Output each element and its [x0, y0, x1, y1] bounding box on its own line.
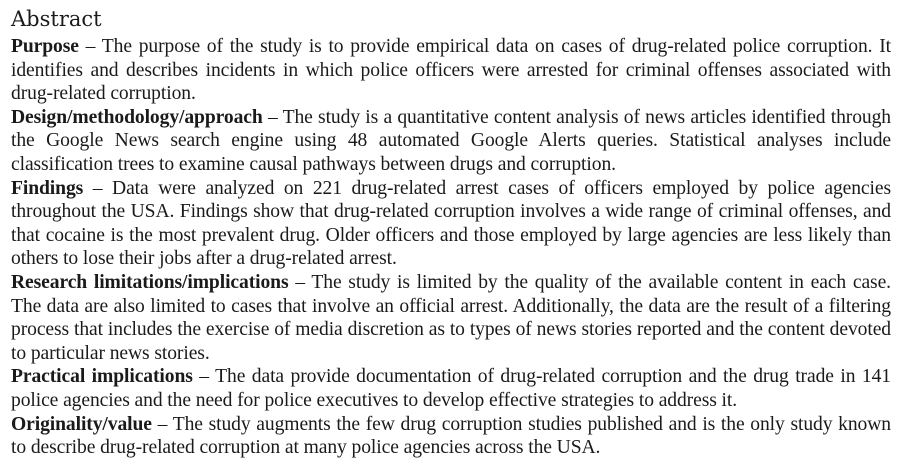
section-label: Originality/value	[11, 413, 152, 435]
section-label: Practical implications	[11, 366, 193, 388]
section-separator: –	[288, 271, 312, 293]
section-purpose: Purpose – The purpose of the study is to…	[11, 35, 891, 106]
section-separator: –	[78, 36, 102, 57]
section-separator: –	[83, 177, 113, 199]
abstract-heading: Abstract	[11, 7, 102, 31]
section-label: Design/methodology/approach	[11, 106, 263, 128]
section-text: The purpose of the study is to provide e…	[11, 36, 891, 105]
section-text: The data provide documentation of drug-r…	[11, 366, 891, 411]
abstract: Abstract Purpose – The purpose of the st…	[11, 4, 891, 460]
section-label: Research limitations/implications	[11, 271, 289, 293]
section-text: The study is limited by the quality of t…	[11, 271, 891, 364]
section-separator: –	[151, 413, 173, 435]
section-research-limitations: Research limitations/implications – The …	[11, 271, 891, 365]
section-originality-value: Originality/value – The study augments t…	[11, 413, 891, 460]
section-text: Data were analyzed on 221 drug-related a…	[11, 177, 891, 270]
section-text: The study augments the few drug corrupti…	[11, 413, 891, 459]
section-findings: Findings – Data were analyzed on 221 dru…	[11, 177, 891, 271]
section-separator: –	[192, 366, 216, 388]
section-label: Findings	[11, 177, 84, 199]
section-label: Purpose	[11, 36, 79, 57]
section-design-methodology-approach: Design/methodology/approach – The study …	[11, 106, 891, 177]
section-separator: –	[262, 106, 283, 128]
section-text: The study is a quantitative content anal…	[11, 106, 891, 175]
section-practical-implications: Practical implications – The data provid…	[11, 365, 891, 412]
